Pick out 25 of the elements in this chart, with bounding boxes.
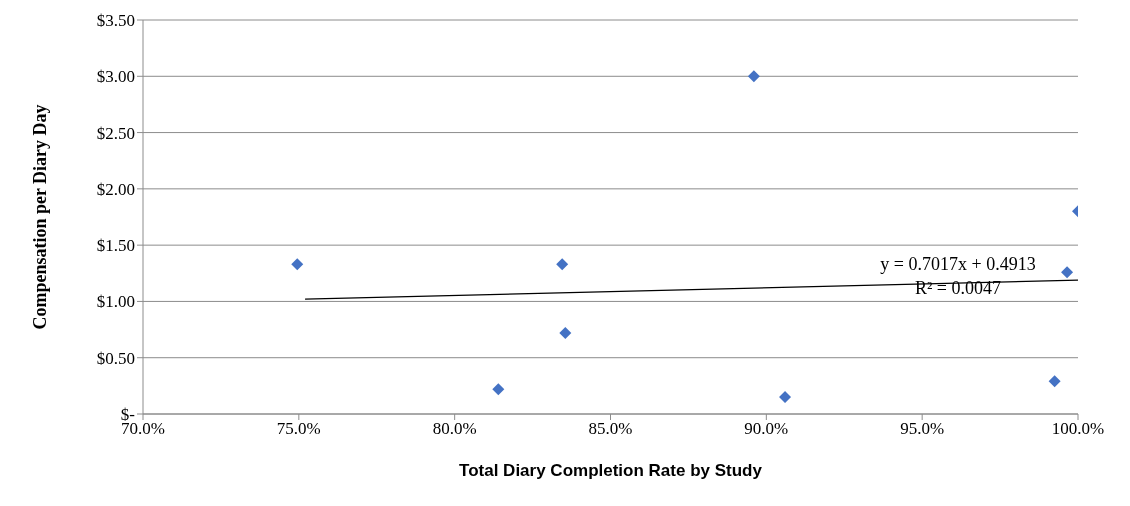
y-tick-label: $0.50: [96, 348, 135, 368]
y-tick-label: $3.50: [96, 11, 135, 31]
point: [779, 391, 792, 404]
point: [1048, 375, 1061, 388]
point: [556, 258, 569, 271]
y-tick-label: $1.00: [96, 292, 135, 312]
y-axis-title: Compensation per Diary Day: [30, 104, 51, 330]
y-tick-label: $1.50: [96, 236, 135, 256]
x-tick-label: 75.0%: [276, 419, 321, 439]
annotation: R² = 0.0047: [913, 278, 1003, 299]
annotation: y = 0.7017x + 0.4913: [879, 254, 1037, 275]
x-axis-title: Total Diary Completion Rate by Study: [459, 461, 763, 480]
y-tick-label: $2.00: [96, 179, 135, 199]
x-tick-label: 85.0%: [588, 419, 633, 439]
point: [1061, 266, 1074, 279]
x-tick-label: 100.0%: [1051, 419, 1105, 439]
x-tick-label: 80.0%: [432, 419, 477, 439]
y-tick-label: $3.00: [96, 67, 135, 87]
x-tick-label: 95.0%: [900, 419, 945, 439]
y-tick-label: $2.50: [96, 123, 135, 143]
point: [492, 383, 505, 396]
point: [291, 258, 304, 271]
point: [559, 326, 572, 339]
point: [747, 70, 760, 83]
x-tick-label: 90.0%: [744, 419, 789, 439]
